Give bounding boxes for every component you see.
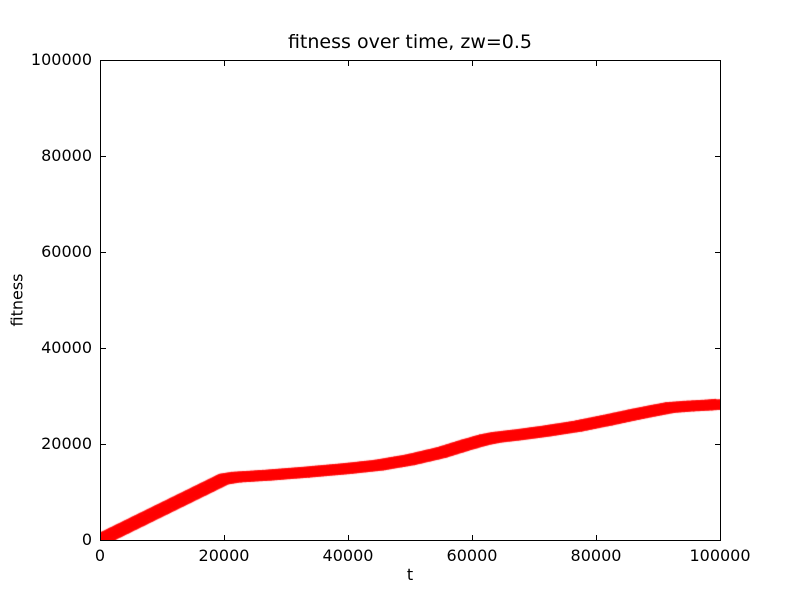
y-tick-mark <box>101 540 106 541</box>
y-tick-mark-right <box>715 540 720 541</box>
x-tick-label: 40000 <box>322 546 374 565</box>
y-tick-label: 0 <box>81 530 92 549</box>
x-tick-mark-top <box>348 61 349 66</box>
y-tick-mark <box>101 60 106 61</box>
y-tick-mark-right <box>715 348 720 349</box>
x-tick-mark <box>100 535 101 540</box>
x-tick-label: 20000 <box>198 546 250 565</box>
y-tick-mark-right <box>715 444 720 445</box>
x-tick-mark <box>224 535 225 540</box>
y-tick-label: 100000 <box>30 50 92 69</box>
x-tick-label: 80000 <box>570 546 622 565</box>
x-tick-mark-top <box>596 61 597 66</box>
y-axis-label: fitness <box>7 273 27 327</box>
x-tick-mark <box>348 535 349 540</box>
x-tick-mark <box>720 535 721 540</box>
x-tick-mark-top <box>720 61 721 66</box>
y-tick-mark <box>101 156 106 157</box>
y-tick-label: 20000 <box>41 434 92 453</box>
y-tick-mark <box>101 252 106 253</box>
x-tick-label: 0 <box>94 546 106 565</box>
x-tick-mark-top <box>472 61 473 66</box>
x-tick-label: 100000 <box>689 546 751 565</box>
y-tick-mark-right <box>715 252 720 253</box>
x-tick-mark <box>472 535 473 540</box>
fitness-series-canvas <box>100 60 720 540</box>
x-axis-label: t <box>406 565 414 584</box>
x-tick-mark <box>596 535 597 540</box>
y-tick-label: 80000 <box>41 146 92 165</box>
y-tick-label: 40000 <box>41 338 92 357</box>
y-tick-mark <box>101 348 106 349</box>
y-tick-mark-right <box>715 60 720 61</box>
plot-title: fitness over time, zw=0.5 <box>287 31 533 53</box>
x-tick-label: 60000 <box>446 546 498 565</box>
y-tick-label: 60000 <box>41 242 92 261</box>
y-tick-mark-right <box>715 156 720 157</box>
x-tick-mark-top <box>100 61 101 66</box>
y-tick-mark <box>101 444 106 445</box>
x-tick-mark-top <box>224 61 225 66</box>
